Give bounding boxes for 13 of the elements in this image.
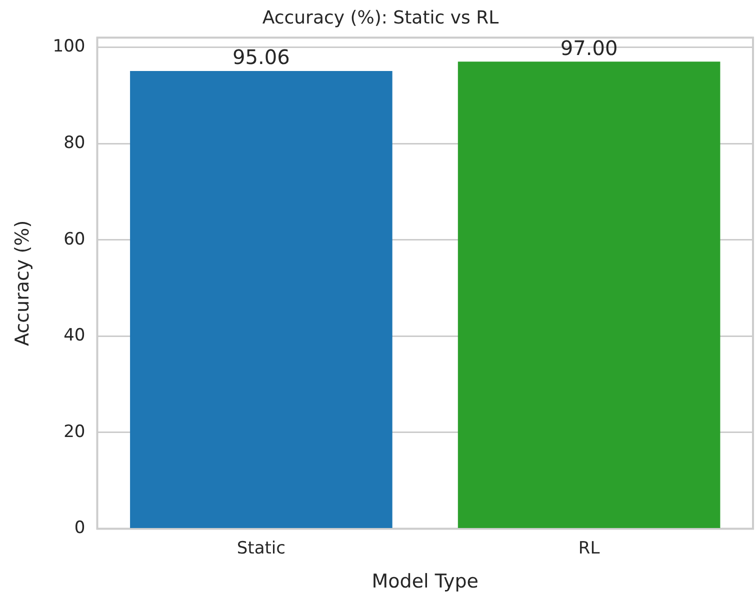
y-tick-label: 20 [64,422,86,442]
y-axis-title: Accuracy (%) [11,220,34,346]
x-axis-title: Model Type [372,570,478,593]
chart-title: Accuracy (%): Static vs RL [262,7,499,28]
y-tick-label: 60 [64,229,86,250]
x-tick-label: Static [236,538,286,558]
y-tick-label: 100 [52,36,86,57]
y-tick-label: 40 [64,326,86,346]
y-tick-label: 0 [74,518,86,538]
x-tick-label: RL [578,538,600,558]
data-label: 97.00 [560,36,618,60]
y-tick-label: 80 [64,132,86,153]
data-label: 95.06 [232,45,290,70]
